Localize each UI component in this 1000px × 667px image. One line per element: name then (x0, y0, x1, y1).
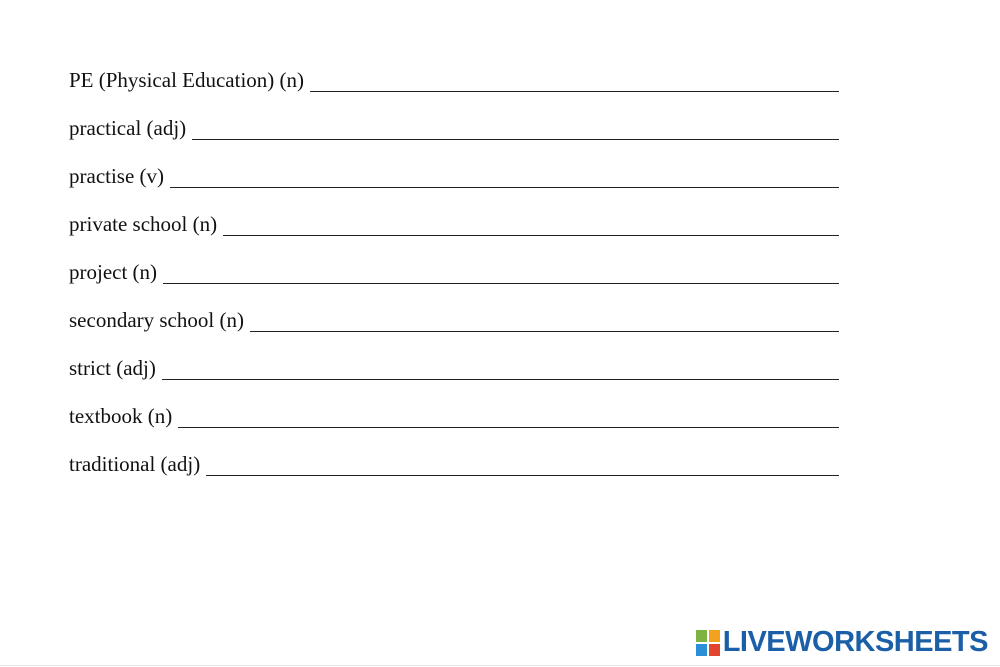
answer-blank[interactable] (178, 404, 839, 428)
item-row: project (n) (69, 260, 839, 308)
item-label: practical (adj) (69, 116, 187, 140)
icon-square (695, 643, 707, 656)
answer-blank[interactable] (206, 452, 839, 476)
footer-line (0, 665, 1000, 666)
item-label: project (n) (69, 260, 158, 284)
item-label: strict (adj) (69, 356, 156, 380)
answer-blank[interactable] (161, 356, 839, 380)
icon-square (708, 643, 720, 656)
item-label: secondary school (n) (69, 308, 244, 332)
brand-name: LIVEWORKSHEETS (722, 626, 989, 658)
answer-blank[interactable] (223, 212, 839, 236)
icon-square (708, 629, 720, 642)
item-row: traditional (adj) (69, 452, 839, 500)
icon-square (695, 629, 707, 642)
item-label: traditional (adj) (69, 452, 201, 476)
item-label: practise (v) (69, 164, 165, 188)
item-row: practise (v) (69, 164, 839, 212)
item-row: PE (Physical Education) (n) (69, 68, 839, 116)
answer-blank[interactable] (163, 260, 839, 284)
answer-blank[interactable] (192, 116, 839, 140)
item-row: secondary school (n) (69, 308, 839, 356)
answer-blank[interactable] (310, 68, 839, 92)
item-row: practical (adj) (69, 116, 839, 164)
item-label: PE (Physical Education) (n) (69, 68, 305, 92)
logo-icon (695, 629, 720, 656)
answer-blank[interactable] (249, 308, 839, 332)
item-row: strict (adj) (69, 356, 839, 404)
item-label: textbook (n) (69, 404, 173, 428)
item-row: textbook (n) (69, 404, 839, 452)
answer-blank[interactable] (170, 164, 839, 188)
item-label: private school (n) (69, 212, 218, 236)
worksheet: PE (Physical Education) (n) practical (ad… (69, 68, 839, 500)
item-row: private school (n) (69, 212, 839, 260)
logo: LIVEWORKSHEETS (695, 626, 989, 659)
